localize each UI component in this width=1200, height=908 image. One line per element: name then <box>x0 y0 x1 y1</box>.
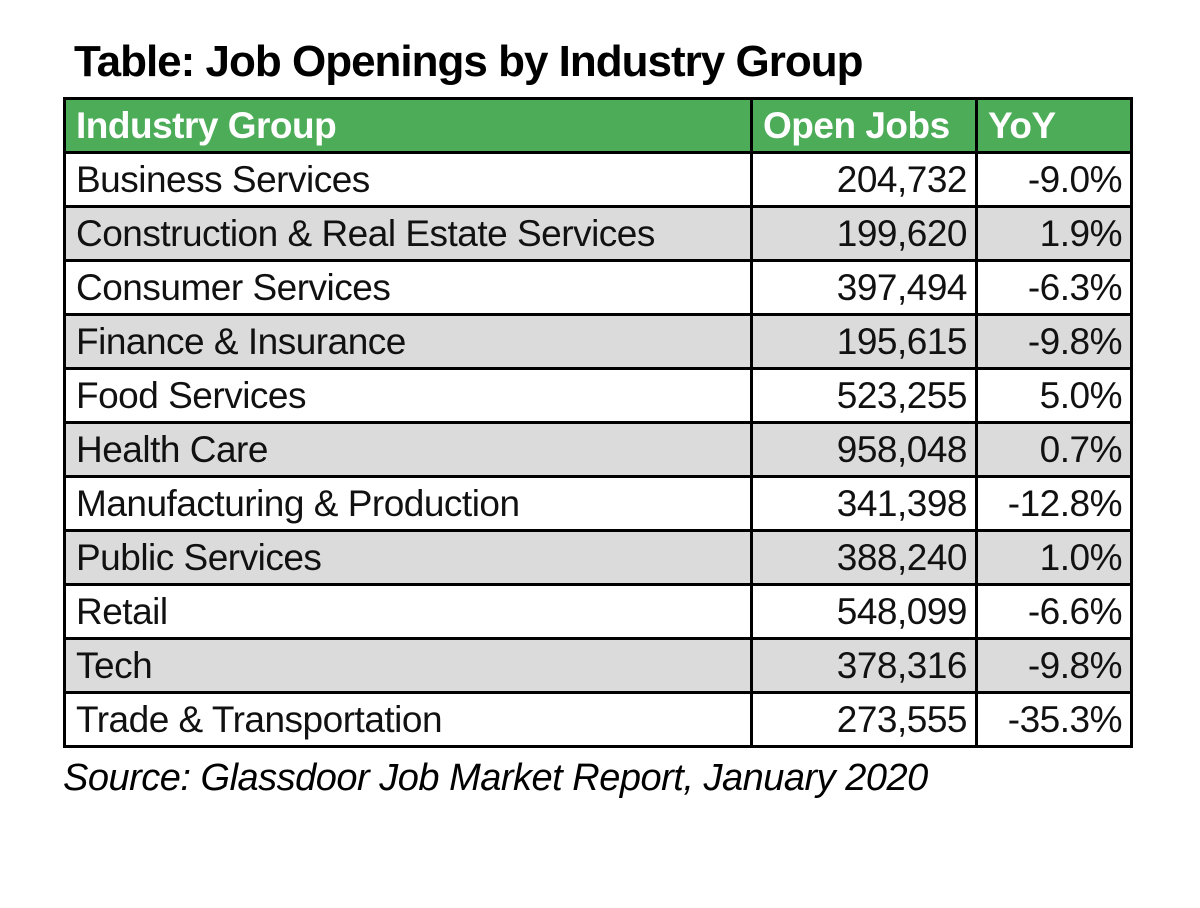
job-openings-table: Industry Group Open Jobs YoY Business Se… <box>63 97 1133 748</box>
table-row: Business Services 204,732 -9.0% <box>63 151 1133 208</box>
yoy-cell: -35.3% <box>975 691 1133 748</box>
page-title: Table: Job Openings by Industry Group <box>74 37 863 86</box>
yoy-cell: -9.8% <box>975 313 1133 370</box>
table-row: Tech 378,316 -9.8% <box>63 637 1133 694</box>
open-jobs-cell: 523,255 <box>750 367 978 424</box>
open-jobs-cell: 195,615 <box>750 313 978 370</box>
yoy-cell: -6.3% <box>975 259 1133 316</box>
table-row: Consumer Services 397,494 -6.3% <box>63 259 1133 316</box>
open-jobs-cell: 397,494 <box>750 259 978 316</box>
table-row: Health Care 958,048 0.7% <box>63 421 1133 478</box>
header-row: Industry Group Open Jobs YoY <box>63 97 1133 154</box>
yoy-cell: -6.6% <box>975 583 1133 640</box>
column-header-industry-group: Industry Group <box>63 97 753 154</box>
table-row: Trade & Transportation 273,555 -35.3% <box>63 691 1133 748</box>
column-header-open-jobs: Open Jobs <box>750 97 978 154</box>
industry-cell: Business Services <box>63 151 753 208</box>
open-jobs-cell: 199,620 <box>750 205 978 262</box>
open-jobs-cell: 548,099 <box>750 583 978 640</box>
open-jobs-cell: 958,048 <box>750 421 978 478</box>
yoy-cell: -12.8% <box>975 475 1133 532</box>
yoy-cell: 5.0% <box>975 367 1133 424</box>
industry-cell: Health Care <box>63 421 753 478</box>
yoy-cell: 0.7% <box>975 421 1133 478</box>
open-jobs-cell: 378,316 <box>750 637 978 694</box>
yoy-cell: -9.0% <box>975 151 1133 208</box>
industry-cell: Manufacturing & Production <box>63 475 753 532</box>
table-row: Retail 548,099 -6.6% <box>63 583 1133 640</box>
table-header: Industry Group Open Jobs YoY <box>63 97 1133 154</box>
industry-cell: Public Services <box>63 529 753 586</box>
table-body: Business Services 204,732 -9.0% Construc… <box>63 151 1133 748</box>
table-row: Finance & Insurance 195,615 -9.8% <box>63 313 1133 370</box>
page: Table: Job Openings by Industry Group In… <box>0 38 1200 908</box>
open-jobs-cell: 388,240 <box>750 529 978 586</box>
open-jobs-cell: 341,398 <box>750 475 978 532</box>
table-row: Public Services 388,240 1.0% <box>63 529 1133 586</box>
yoy-cell: 1.0% <box>975 529 1133 586</box>
industry-cell: Consumer Services <box>63 259 753 316</box>
table-row: Manufacturing & Production 341,398 -12.8… <box>63 475 1133 532</box>
industry-cell: Trade & Transportation <box>63 691 753 748</box>
table-row: Construction & Real Estate Services 199,… <box>63 205 1133 262</box>
source-caption: Source: Glassdoor Job Market Report, Jan… <box>63 757 928 799</box>
column-header-yoy: YoY <box>975 97 1133 154</box>
industry-cell: Retail <box>63 583 753 640</box>
open-jobs-cell: 204,732 <box>750 151 978 208</box>
yoy-cell: -9.8% <box>975 637 1133 694</box>
table-row: Food Services 523,255 5.0% <box>63 367 1133 424</box>
industry-cell: Tech <box>63 637 753 694</box>
industry-cell: Finance & Insurance <box>63 313 753 370</box>
yoy-cell: 1.9% <box>975 205 1133 262</box>
industry-cell: Food Services <box>63 367 753 424</box>
industry-cell: Construction & Real Estate Services <box>63 205 753 262</box>
open-jobs-cell: 273,555 <box>750 691 978 748</box>
